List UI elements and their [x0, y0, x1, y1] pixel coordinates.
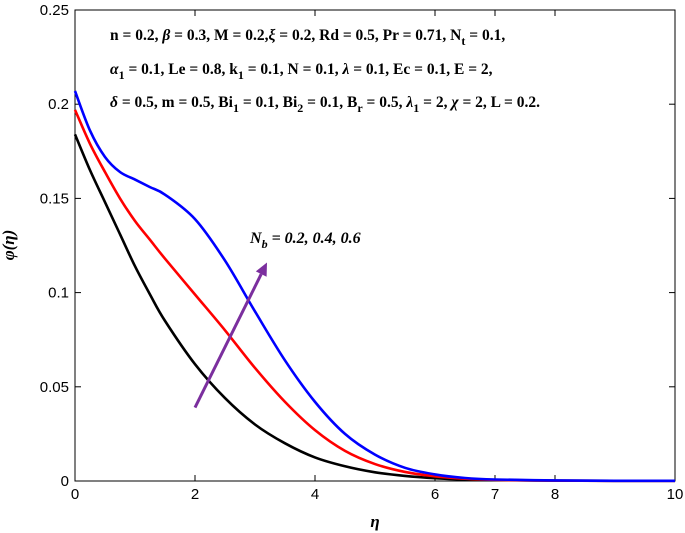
y-tick-label: 0.05: [40, 379, 69, 396]
series-line-1: [73, 133, 676, 483]
y-tick-label: 0.1: [48, 285, 69, 302]
x-tick-label: 2: [191, 486, 199, 503]
x-tick-label: 10: [667, 486, 684, 503]
axis-ticks: [74, 9, 676, 482]
callout-group: Nb = 0.2, 0.4, 0.6: [193, 230, 361, 409]
series-group: [73, 90, 676, 483]
annotation-line-3: δ = 0.5, m = 0.5, Bi1 = 0.1, Bi2 = 0.1, …: [110, 94, 540, 115]
trend-arrow-head: [255, 262, 267, 277]
x-tick-label: 7: [491, 486, 499, 503]
x-tick-label: 8: [551, 486, 559, 503]
trend-arrow-shaft: [193, 273, 263, 409]
series-line-2: [73, 109, 676, 483]
x-tick-label: 0: [71, 486, 79, 503]
parameter-annotation: n = 0.2, β = 0.3, M = 0.2,ξ = 0.2, Rd = …: [110, 27, 540, 115]
y-tick-label: 0: [61, 473, 69, 490]
x-axis-title: η: [370, 512, 379, 531]
plot-frame: [74, 9, 676, 482]
tick-labels: 0 2 4 6 7 8 10 0 0.05 0.1 0.15 0.2 0.25: [40, 2, 684, 503]
annotation-line-1: n = 0.2, β = 0.3, M = 0.2,ξ = 0.2, Rd = …: [110, 27, 505, 48]
y-tick-label: 0.25: [40, 2, 69, 19]
y-tick-label: 0.15: [40, 190, 69, 207]
annotation-line-2: α1 = 0.1, Le = 0.8, k1 = 0.1, N = 0.1, λ…: [110, 61, 493, 82]
callout-label: Nb = 0.2, 0.4, 0.6: [249, 230, 361, 251]
y-tick-label: 0.2: [48, 96, 69, 113]
x-tick-label: 4: [311, 486, 319, 503]
x-tick-label: 6: [431, 486, 439, 503]
y-axis-title: φ(η): [0, 230, 18, 261]
series-line-3: [73, 90, 676, 483]
